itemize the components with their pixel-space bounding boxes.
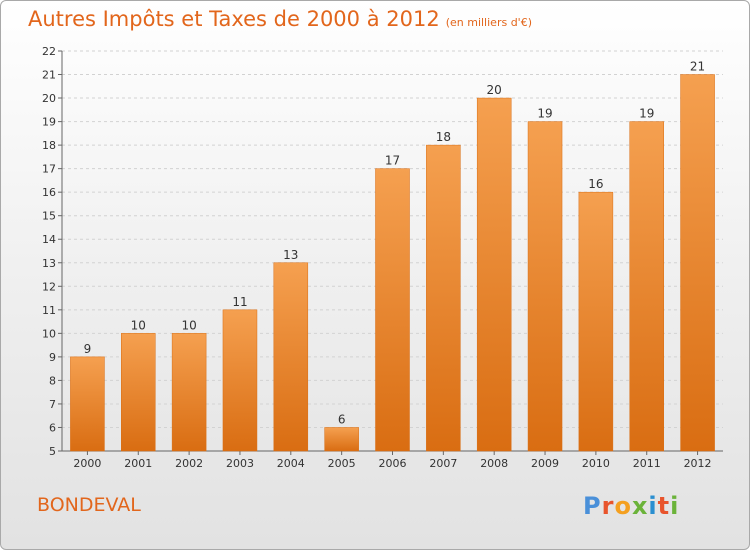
chart-title: Autres Impôts et Taxes de 2000 à 2012 (en… — [28, 7, 532, 31]
proxiti-logo: Proxiti — [583, 492, 679, 520]
y-tick-label: 18 — [42, 139, 56, 152]
bar-2006 — [375, 168, 410, 452]
y-tick-label: 17 — [42, 163, 56, 176]
x-tick-label: 2003 — [226, 457, 254, 470]
logo-letter: t — [657, 492, 671, 520]
data-label-2006: 17 — [385, 154, 400, 168]
bar-2010 — [578, 191, 614, 452]
y-tick-label: 10 — [42, 327, 56, 340]
x-tick-label: 2011 — [633, 457, 661, 470]
data-label-2009: 19 — [537, 107, 552, 121]
logo-letter: P — [583, 492, 602, 520]
y-tick-label: 11 — [42, 304, 56, 317]
title-text: Autres Impôts et Taxes de 2000 à 2012 — [28, 7, 440, 31]
y-tick-label: 9 — [49, 351, 56, 364]
data-label-2001: 10 — [131, 318, 146, 332]
data-label-2008: 20 — [487, 83, 502, 97]
bar-2009 — [527, 121, 563, 452]
data-label-2000: 9 — [84, 342, 92, 356]
y-tick-label: 22 — [42, 45, 56, 58]
logo-letter: i — [670, 492, 680, 520]
logo-letter: r — [601, 492, 615, 520]
data-label-2002: 10 — [181, 318, 196, 332]
y-tick-label: 7 — [49, 398, 56, 411]
data-label-2012: 21 — [690, 60, 705, 74]
bar-2011 — [629, 121, 664, 452]
data-label-2004: 13 — [283, 248, 298, 262]
x-tick-label: 2012 — [684, 457, 712, 470]
title-unit: (en milliers d'€) — [445, 16, 532, 29]
bar-2003 — [222, 309, 258, 452]
y-tick-label: 19 — [42, 116, 56, 129]
y-tick-label: 21 — [42, 69, 56, 82]
y-tick-label: 8 — [49, 374, 56, 387]
x-tick-label: 2000 — [73, 457, 101, 470]
bar-2007 — [426, 144, 461, 452]
bar-2004 — [273, 262, 309, 452]
logo-letter: i — [648, 492, 658, 520]
data-labels: 9 10 10 11 13 6 17 18 20 19 16 19 21 — [84, 60, 706, 427]
y-tick-label: 15 — [42, 210, 56, 223]
bar-2008 — [476, 97, 512, 452]
bars — [70, 74, 715, 452]
x-tick-label: 2010 — [582, 457, 610, 470]
x-tick-label: 2006 — [379, 457, 407, 470]
y-tick-label: 13 — [42, 257, 56, 270]
data-label-2003: 11 — [232, 295, 247, 309]
data-label-2010: 16 — [588, 177, 603, 191]
x-tick-label: 2001 — [124, 457, 152, 470]
logo-letter: o — [614, 492, 632, 520]
bar-2001 — [121, 333, 156, 452]
x-tick-label: 2009 — [531, 457, 559, 470]
bar-2005 — [324, 427, 359, 452]
y-tick-label: 12 — [42, 280, 56, 293]
y-tick-label: 5 — [49, 445, 56, 458]
x-tick-label: 2004 — [277, 457, 305, 470]
y-tick-label: 6 — [49, 421, 56, 434]
bar-2002 — [171, 333, 207, 452]
y-tick-label: 20 — [42, 92, 56, 105]
data-label-2005: 6 — [338, 412, 346, 426]
y-tick-label: 16 — [42, 186, 56, 199]
x-tick-label: 2008 — [480, 457, 508, 470]
bar-2012 — [680, 74, 715, 452]
bar-2000 — [70, 356, 105, 452]
data-label-2011: 19 — [639, 107, 654, 121]
x-tick-label: 2007 — [429, 457, 457, 470]
logo-letter: x — [631, 492, 649, 520]
x-tick-label: 2002 — [175, 457, 203, 470]
location-label: BONDEVAL — [37, 494, 141, 516]
x-tick-label: 2005 — [328, 457, 356, 470]
data-label-2007: 18 — [436, 130, 451, 144]
y-tick-label: 14 — [42, 233, 56, 246]
